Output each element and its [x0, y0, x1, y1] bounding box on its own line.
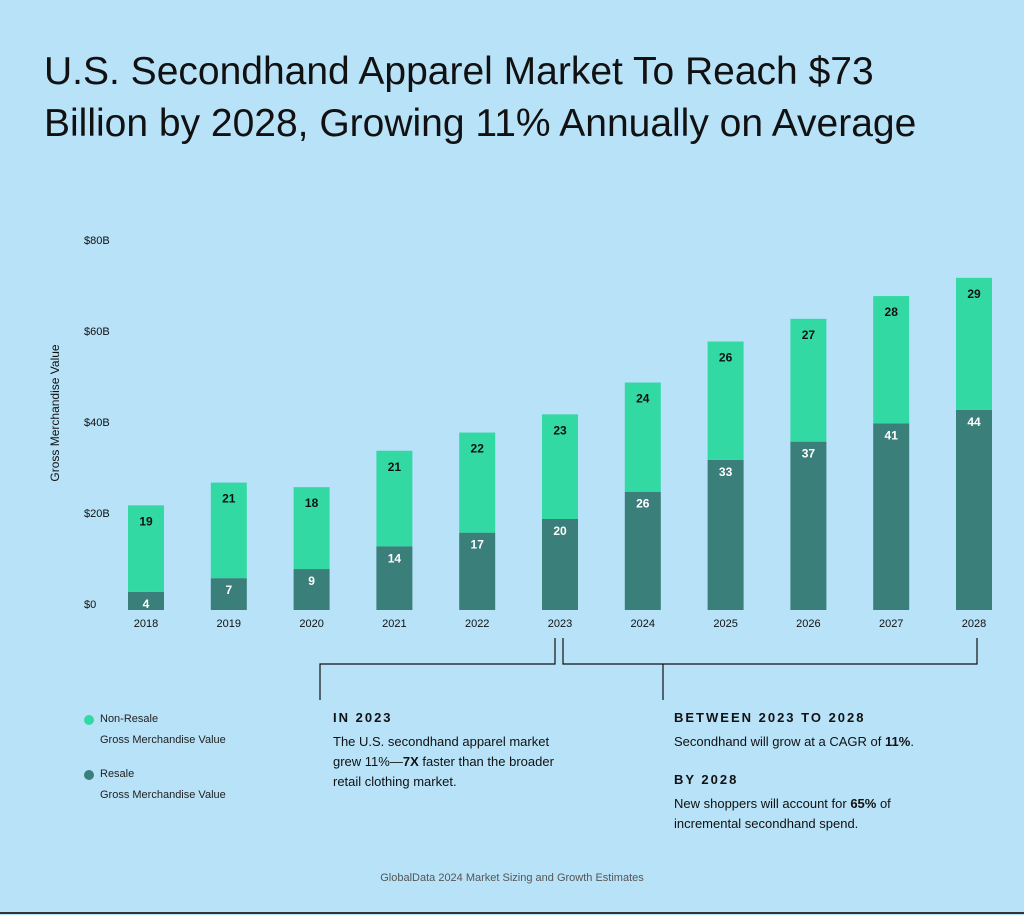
- bar-label-resale: 20: [553, 524, 567, 538]
- y-tick-label: $80B: [84, 235, 110, 247]
- bar-non-resale: [624, 382, 661, 492]
- title-line-2: Billion by 2028, Growing 11% Annually on…: [44, 102, 917, 145]
- bar-resale: [542, 519, 578, 610]
- bar-label-non-resale: 21: [222, 492, 236, 506]
- bar-non-resale: [459, 432, 496, 533]
- bar-non-resale: [542, 414, 578, 519]
- bar-non-resale: [376, 450, 413, 547]
- legend-label-non-resale: Non-Resale: [100, 713, 159, 725]
- bar-resale: [624, 491, 661, 610]
- bar-label-resale: 14: [388, 551, 402, 565]
- bar-non-resale: [210, 482, 247, 579]
- bar-resale: [956, 409, 992, 610]
- legend-label-resale: Resale: [100, 768, 135, 780]
- bar-label-resale: 37: [802, 447, 816, 461]
- x-tick-label: 2019: [217, 618, 241, 630]
- note-in-2023-heading: IN 2023: [333, 710, 393, 725]
- bar-label-non-resale: 19: [139, 514, 153, 528]
- legend-swatch-resale: [84, 769, 94, 780]
- note-between-2023-2028: BETWEEN 2023 TO 2028 Secondhand will gro…: [674, 708, 974, 834]
- note-in-2023-line-1: The U.S. secondhand apparel market: [333, 734, 550, 749]
- bar-non-resale: [790, 318, 827, 442]
- bar-label-non-resale: 26: [719, 351, 733, 365]
- x-tick-label: 2022: [465, 618, 489, 630]
- bar-label-resale: 26: [636, 497, 650, 511]
- note-by-2028-heading: BY 2028: [674, 772, 739, 787]
- bar-label-non-resale: 28: [885, 305, 899, 319]
- bar-resale: [210, 578, 247, 610]
- x-tick-label: 2023: [548, 618, 572, 630]
- x-tick-label: 2028: [962, 618, 986, 630]
- x-tick-label: 2018: [134, 618, 158, 630]
- note-in-2023-line-3: retail clothing market.: [333, 774, 457, 789]
- bottom-divider: [0, 912, 1024, 914]
- bar-label-resale: 4: [143, 597, 150, 611]
- x-tick-label: 2024: [631, 618, 655, 630]
- bar-resale: [293, 569, 330, 610]
- bar-non-resale: [128, 505, 164, 592]
- source-credit: GlobalData 2024 Market Sizing and Growth…: [380, 872, 644, 884]
- bar-label-resale: 7: [225, 583, 232, 597]
- bar-label-non-resale: 22: [471, 442, 485, 456]
- legend-item-resale: Resale: [84, 764, 226, 785]
- bar-label-non-resale: 18: [305, 496, 319, 510]
- legend-sub-resale: Gross Merchandise Value: [100, 789, 226, 801]
- note-by-2028-line-1: New shoppers will account for 65% of: [674, 796, 891, 811]
- x-tick-label: 2021: [382, 618, 406, 630]
- bar-resale: [790, 441, 827, 610]
- bar-label-non-resale: 21: [388, 460, 402, 474]
- legend-sub-non-resale: Gross Merchandise Value: [100, 734, 226, 746]
- legend: Non-Resale Gross Merchandise Value: [84, 709, 226, 751]
- bar-label-non-resale: 29: [967, 287, 981, 301]
- bar-label-resale: 44: [967, 415, 981, 429]
- y-tick-label: $20B: [84, 508, 110, 520]
- bar-non-resale: [873, 296, 910, 424]
- y-tick-label: $60B: [84, 326, 110, 338]
- bar-label-resale: 33: [719, 465, 733, 479]
- bracket-2023-line: [319, 638, 556, 700]
- bar-chart: $0 $20B $40B $60B $80B 4 19 2018 7 21 2019 9 18 2020 1…: [84, 235, 992, 700]
- bar-resale: [459, 532, 496, 610]
- legend-resale: Resale Gross Merchandise Value: [84, 764, 226, 806]
- note-in-2023-line-2: grew 11%—7X faster than the broader: [333, 754, 554, 769]
- y-tick-label: $40B: [84, 417, 110, 429]
- bar-resale: [376, 546, 413, 610]
- bar-resale: [128, 591, 164, 610]
- bar-resale: [707, 459, 744, 610]
- bar-non-resale: [956, 277, 992, 410]
- note-between-heading: BETWEEN 2023 TO 2028: [674, 710, 866, 725]
- bar-label-non-resale: 27: [802, 328, 816, 342]
- bar-non-resale: [293, 487, 330, 570]
- bar-label-resale: 41: [885, 428, 899, 442]
- bar-label-resale: 17: [471, 538, 485, 552]
- bar-label-non-resale: 23: [553, 423, 567, 437]
- chart-title: U.S. Secondhand Apparel Market To Reach …: [44, 46, 1014, 150]
- bar-label-non-resale: 24: [636, 392, 650, 406]
- bracket-2023-2028-line: [562, 638, 978, 665]
- x-tick-label: 2027: [879, 618, 903, 630]
- bar-label-resale: 9: [308, 574, 315, 588]
- legend-item-non-resale: Non-Resale: [84, 709, 226, 730]
- note-by-2028-line-2: incremental secondhand spend.: [674, 816, 859, 831]
- title-line-1: U.S. Secondhand Apparel Market To Reach …: [44, 50, 874, 93]
- note-in-2023: IN 2023 The U.S. secondhand apparel mark…: [333, 708, 603, 792]
- legend-swatch-non-resale: [84, 714, 94, 725]
- bar-resale: [873, 423, 910, 610]
- y-axis-title: Gross Merchandise Value: [48, 344, 62, 482]
- bar-non-resale: [707, 341, 744, 460]
- note-between-line-1: Secondhand will grow at a CAGR of 11%.: [674, 734, 914, 749]
- x-tick-label: 2020: [299, 618, 323, 630]
- x-tick-label: 2025: [713, 618, 737, 630]
- x-tick-label: 2026: [796, 618, 820, 630]
- y-tick-label: $0: [84, 599, 96, 611]
